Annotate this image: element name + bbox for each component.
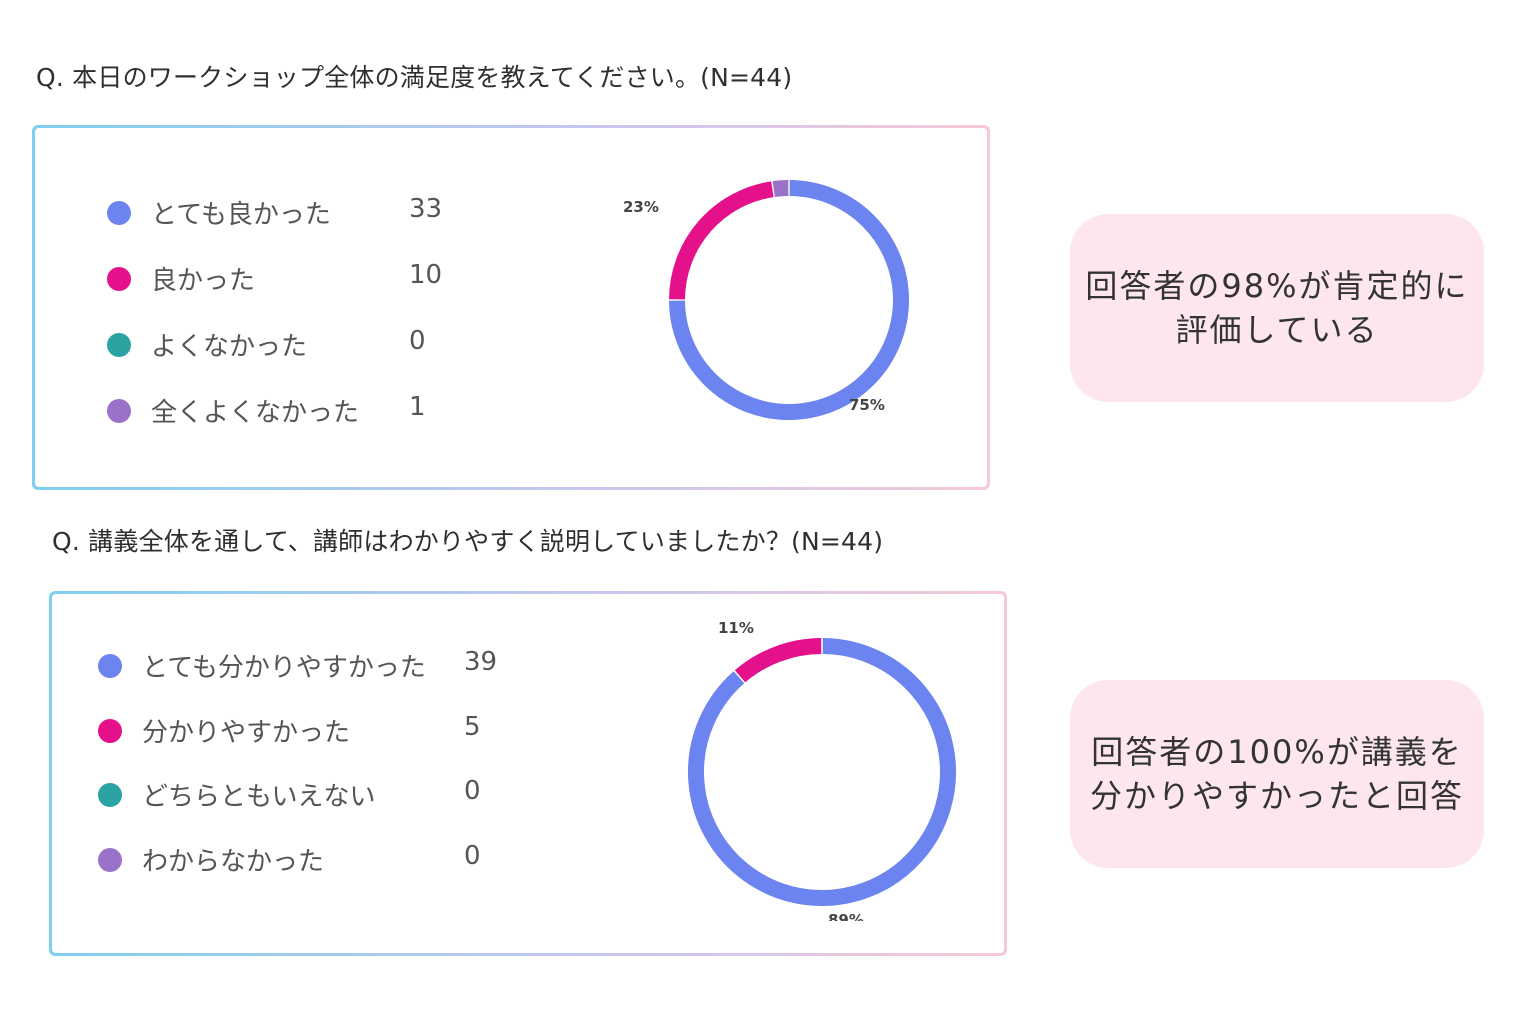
- callout-1-line-1: 回答者の98%が肯定的に: [1085, 267, 1469, 305]
- slice-label-1: 75%: [849, 396, 885, 414]
- legend-count: 33: [409, 194, 443, 224]
- donut-chart-2: 89% 11%: [688, 619, 956, 921]
- callout-2-line-2: 分かりやすかったと回答: [1089, 777, 1464, 815]
- legend-count: 1: [409, 392, 426, 422]
- legend-label: とても分かりやすかった: [142, 653, 426, 683]
- chart-panel-1: とても良かった 33 良かった 10 よくなかった 0 全くよくなかった 1 7…: [32, 125, 990, 490]
- legend-label: わからなかった: [142, 846, 325, 877]
- callout-2: 回答者の100%が講義を 分かりやすかったと回答: [1070, 680, 1484, 868]
- callout-1: 回答者の98%が肯定的に 評価している: [1070, 214, 1484, 402]
- donut-slice-4: [772, 180, 789, 197]
- question-2-title: Q. 講義全体を通して、講師はわかりやすく説明していましたか？(N=44): [52, 527, 884, 556]
- legend-dot: [107, 267, 131, 291]
- callout-1-line-2: 評価している: [1175, 311, 1379, 349]
- donut-slice-2: [669, 181, 774, 300]
- legend-label: よくなかった: [151, 332, 308, 362]
- legend-dot: [107, 399, 131, 423]
- legend-dot: [98, 654, 122, 678]
- legend-dot: [107, 333, 131, 357]
- chart-panel-2: とても分かりやすかった 39 分かりやすかった 5 どちらともいえない 0 わか…: [49, 591, 1007, 956]
- slice-label-2: 11%: [718, 619, 754, 637]
- donut-slice-1: [669, 180, 909, 420]
- slice-label-1: 89%: [828, 911, 864, 921]
- slice-label-2: 23%: [623, 198, 659, 216]
- legend-label: 良かった: [151, 266, 256, 296]
- legend-count: 0: [464, 776, 481, 806]
- legend-count: 0: [464, 840, 481, 871]
- legend-dot: [107, 201, 131, 225]
- legend-dot: [98, 847, 122, 872]
- legend-label: 全くよくなかった: [151, 398, 360, 428]
- donut-slice-1: [688, 638, 956, 906]
- legend-label: とても良かった: [151, 200, 331, 230]
- legend-dot: [98, 783, 122, 807]
- question-1-title: Q. 本日のワークショップ全体の満足度を教えてください。(N=44): [36, 63, 793, 92]
- legend-label: 分かりやすかった: [142, 717, 351, 748]
- callout-2-line-1: 回答者の100%が講義を: [1091, 733, 1463, 771]
- legend-count: 0: [409, 326, 426, 356]
- donut-chart-1: 75% 23%: [623, 180, 909, 420]
- legend-label: どちらともいえない: [142, 782, 376, 812]
- donut-slice-2: [734, 638, 822, 683]
- legend-count: 10: [409, 260, 443, 290]
- legend-count: 39: [464, 647, 498, 677]
- legend-count: 5: [464, 711, 481, 742]
- legend-dot: [98, 718, 122, 743]
